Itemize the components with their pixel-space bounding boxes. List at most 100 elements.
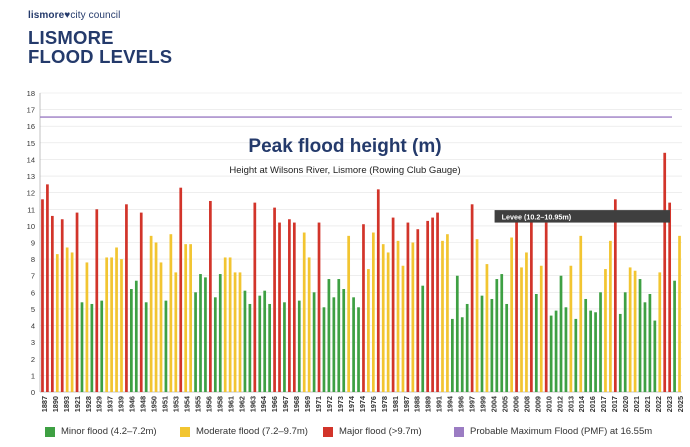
flood-bar — [243, 290, 247, 392]
flood-bar — [357, 307, 360, 392]
y-tick-label: 8 — [31, 255, 35, 264]
flood-bar — [228, 257, 232, 392]
flood-bar — [144, 302, 148, 392]
x-tick-label: 1988 — [413, 396, 422, 412]
flood-bar — [60, 219, 64, 392]
flood-bar — [441, 240, 444, 392]
flood-bar — [609, 240, 612, 392]
flood-bar — [604, 269, 607, 392]
page-title-line1: LISMORE — [28, 27, 114, 48]
flood-bar — [510, 237, 513, 392]
flood-bar — [525, 252, 528, 392]
x-tick-label: 2021 — [632, 396, 641, 412]
flood-bar — [470, 204, 474, 392]
legend-pmf-swatch — [454, 426, 464, 437]
flood-bar — [273, 207, 276, 392]
flood-bar — [283, 302, 286, 392]
y-tick-label: 9 — [31, 239, 35, 248]
y-tick-label: 5 — [31, 305, 35, 314]
y-tick-label: 15 — [27, 139, 35, 148]
x-tick-label: 1999 — [479, 396, 488, 412]
x-tick-label: 1962 — [237, 396, 246, 412]
flood-bar — [416, 229, 420, 392]
flood-bar — [322, 307, 326, 392]
flood-bar — [371, 232, 375, 392]
chart-title: Peak flood height (m) — [248, 136, 441, 157]
council-logo: lismore♥city council — [28, 10, 121, 21]
legend-major: Major flood (>9.7m) — [323, 426, 422, 437]
flood-bar — [599, 292, 602, 392]
x-tick-label: 1929 — [95, 396, 104, 412]
flood-bar — [431, 217, 434, 392]
x-tick-label: 1948 — [139, 396, 148, 412]
x-tick-label: 1974 — [358, 395, 367, 412]
flood-bar — [490, 298, 494, 392]
x-tick-label: 1971 — [314, 396, 323, 412]
council-name: lismore — [28, 10, 65, 21]
levee-band — [494, 210, 670, 223]
flood-bar — [594, 312, 597, 392]
flood-bar — [120, 259, 123, 392]
flood-bar — [436, 212, 439, 392]
x-tick-label: 1951 — [161, 396, 170, 412]
x-tick-label: 1893 — [62, 396, 71, 412]
x-tick-label: 2017 — [599, 396, 608, 412]
flood-bar — [426, 220, 430, 392]
flood-bar — [238, 272, 242, 392]
flood-bar — [628, 267, 632, 392]
x-tick-label: 1981 — [391, 396, 400, 412]
x-tick-label: 1955 — [193, 396, 202, 412]
y-tick-label: 7 — [31, 272, 35, 281]
flood-bar — [327, 279, 331, 392]
flood-bar — [154, 242, 158, 392]
y-tick-label: 1 — [31, 371, 35, 380]
flood-bar — [549, 315, 553, 392]
x-tick-label: 1966 — [270, 396, 279, 412]
flood-bar — [534, 293, 538, 392]
legend-moderate-swatch — [180, 426, 190, 437]
x-tick-label: 2017 — [610, 396, 619, 412]
x-tick-label: 2005 — [500, 396, 509, 412]
legend-minor-label: Minor flood (4.2–7.2m) — [61, 426, 157, 437]
x-tick-label: 1961 — [226, 396, 235, 412]
x-tick-label: 1958 — [215, 396, 224, 412]
y-tick-label: 18 — [27, 89, 35, 98]
x-tick-label: 1963 — [248, 396, 257, 412]
flood-bar — [80, 302, 84, 392]
flood-bar — [233, 272, 237, 392]
y-tick-label: 6 — [31, 288, 35, 297]
x-tick-label: 1978 — [380, 396, 389, 412]
x-tick-label: 1991 — [435, 396, 444, 412]
x-tick-label: 2012 — [555, 396, 564, 412]
flood-bar — [65, 247, 69, 392]
flood-bar — [337, 279, 341, 392]
flood-bar — [668, 202, 672, 392]
flood-bar — [505, 303, 509, 392]
x-tick-label: 2022 — [654, 396, 663, 412]
y-tick-label: 17 — [27, 106, 35, 115]
flood-bar — [530, 219, 533, 392]
x-tick-label: 1987 — [402, 396, 411, 412]
x-tick-label: 2021 — [643, 396, 652, 412]
y-tick-label: 2 — [31, 355, 35, 364]
flood-bar — [213, 297, 217, 392]
brand-header: lismore♥city council LISMORE FLOOD LEVEL… — [28, 10, 172, 66]
y-tick-label: 11 — [27, 205, 35, 214]
flood-bar — [638, 279, 642, 392]
y-tick-label: 14 — [27, 155, 35, 164]
flood-bar — [46, 184, 49, 392]
council-suffix: city council — [70, 10, 121, 21]
x-tick-label: 1890 — [51, 396, 60, 412]
flood-bar — [485, 264, 489, 392]
flood-bar — [352, 297, 355, 392]
flood-bar — [500, 274, 504, 392]
flood-bar — [130, 289, 133, 392]
x-tick-label: 2020 — [621, 396, 630, 412]
x-tick-label: 2023 — [665, 396, 674, 412]
x-tick-label: 1973 — [336, 396, 345, 412]
flood-bar — [406, 222, 410, 392]
flood-bar — [584, 298, 588, 392]
x-tick-label: 1928 — [84, 396, 93, 412]
x-tick-label: 2010 — [544, 396, 553, 412]
